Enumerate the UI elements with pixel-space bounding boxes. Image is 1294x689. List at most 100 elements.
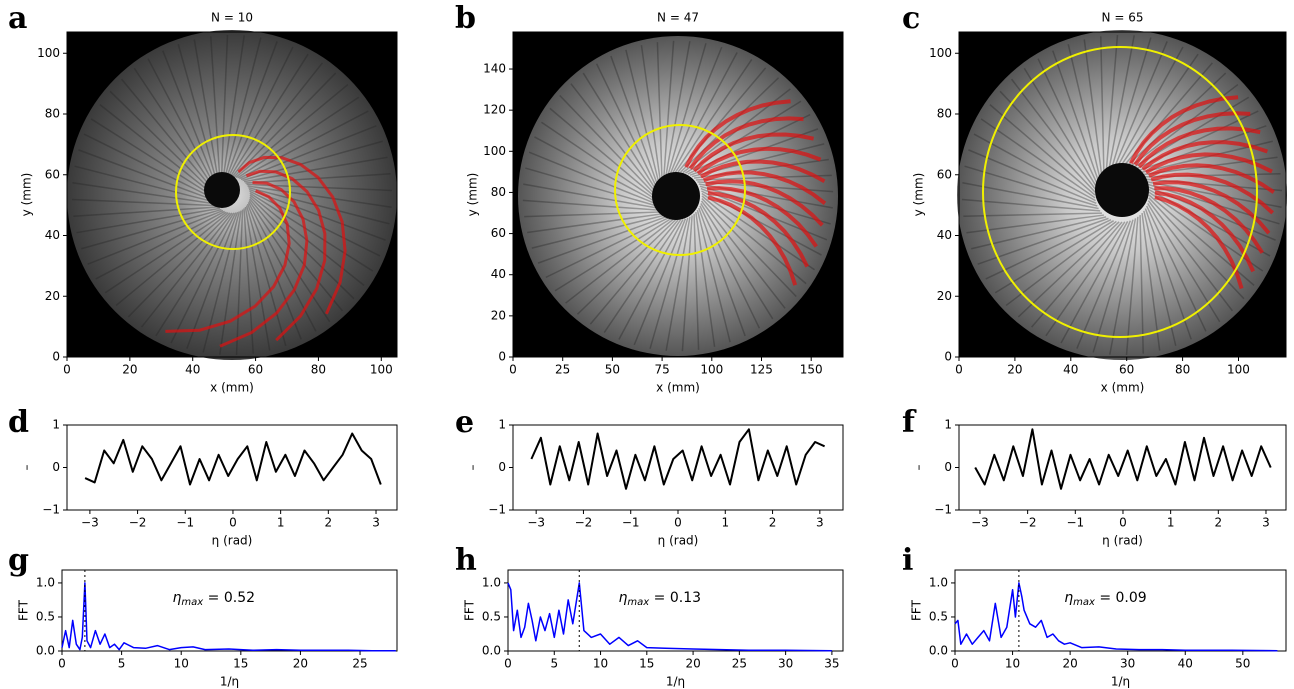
- x-tick-label: 60: [1119, 363, 1134, 377]
- annotation-symbol: η: [619, 590, 628, 606]
- y-tick-label: −1: [42, 503, 60, 517]
- wrinkle: [238, 110, 369, 180]
- panel-title: N = 47: [657, 11, 699, 25]
- y-axis-label: FFT: [463, 599, 477, 621]
- wrinkle: [667, 43, 707, 175]
- axes-frame: [512, 31, 844, 358]
- wrinkle: [1076, 220, 1132, 349]
- y-tick-label: 1.0: [929, 575, 948, 589]
- x-axis-label: 1/η: [666, 675, 685, 689]
- x-axis-label: 1/η: [220, 675, 239, 689]
- wrinkle: [625, 49, 660, 183]
- y-tick-label: 0: [498, 350, 506, 364]
- x-tick-label: 80: [311, 363, 326, 377]
- fit-circle: [982, 46, 1258, 338]
- wrinkle: [109, 90, 215, 194]
- wrinkle: [985, 218, 1112, 280]
- y-tick-label: 20: [491, 308, 506, 322]
- y-tick-label: −1: [488, 503, 506, 517]
- y-tick-label: 1: [944, 418, 952, 432]
- wrinkle: [249, 196, 355, 300]
- wrinkle: [534, 136, 655, 202]
- axes-frame: [954, 569, 1287, 652]
- x-tick-label: 25: [352, 657, 367, 671]
- x-tick-label: 0: [955, 363, 963, 377]
- x-tick-label: 1: [277, 516, 285, 530]
- wrinkle: [1105, 34, 1119, 174]
- tracked-wrinkle: [237, 155, 347, 315]
- x-axis-label: 1/η: [1111, 675, 1130, 689]
- wrinkle: [243, 156, 388, 183]
- panel-label: i: [902, 543, 913, 578]
- wrinkle: [133, 67, 216, 190]
- x-tick-label: 0: [674, 516, 682, 530]
- wrinkle: [220, 34, 229, 181]
- wrinkle: [193, 39, 220, 184]
- wrinkle: [595, 63, 657, 187]
- tracked-wrinkle: [692, 132, 814, 173]
- x-tick-label: 35: [824, 657, 839, 671]
- wrinkle: [141, 212, 233, 328]
- axes-frame: [61, 569, 398, 652]
- y-tick-label: 40: [45, 228, 60, 242]
- y-tick-label: 0: [944, 350, 952, 364]
- x-tick-label: 2: [1214, 516, 1222, 530]
- x-tick-label: 50: [605, 363, 620, 377]
- y-tick-label: −1: [934, 503, 952, 517]
- x-tick-label: 20: [293, 657, 308, 671]
- wrinkle: [1107, 35, 1135, 172]
- tracked-wrinkle: [1150, 172, 1275, 215]
- axes-frame: [66, 31, 398, 358]
- wrinkle: [1005, 220, 1117, 307]
- wrinkle: [961, 198, 1101, 212]
- wrinkle: [549, 107, 655, 197]
- axes-frame: [512, 424, 844, 511]
- wrinkle: [248, 186, 390, 225]
- tracked-wrinkle: [1154, 195, 1244, 290]
- x-tick-label: 10: [593, 657, 608, 671]
- wrinkle: [162, 50, 218, 187]
- wrinkle: [1141, 212, 1161, 351]
- x-axis-label: η (rad): [658, 534, 699, 548]
- tracked-wrinkle: [1129, 95, 1239, 165]
- y-tick-label: 140: [483, 62, 506, 76]
- y-tick-label: 80: [491, 185, 506, 199]
- wrinkle: [695, 174, 832, 181]
- wrinkle: [999, 90, 1096, 193]
- wrinkle: [219, 210, 242, 355]
- data-line: [84, 432, 382, 486]
- tracked-wrinkle: [699, 159, 826, 184]
- wrinkle: [968, 149, 1097, 205]
- wrinkle: [177, 44, 219, 185]
- panel-label: g: [8, 543, 29, 578]
- wrinkle: [245, 205, 287, 346]
- y-tick-label: 1.0: [36, 575, 55, 589]
- wrinkle: [147, 58, 217, 189]
- y-tick-label: 0.0: [36, 644, 55, 658]
- y-tick-label: 0: [52, 460, 60, 474]
- y-tick-label: 1: [498, 418, 506, 432]
- y-tick-label: 60: [491, 226, 506, 240]
- wrinkle: [696, 209, 731, 343]
- wrinkle: [244, 206, 271, 351]
- wrinkle: [640, 45, 661, 181]
- wrinkle: [83, 133, 215, 200]
- y-axis-label: –: [466, 465, 480, 471]
- y-tick-label: 100: [483, 144, 506, 158]
- y-tick-label: 0.5: [929, 609, 948, 623]
- tracked-wrinkle: [1141, 140, 1269, 171]
- wrinkle: [1067, 44, 1101, 180]
- y-tick-label: 1: [52, 418, 60, 432]
- wrinkle: [527, 213, 663, 234]
- wrinkle: [699, 205, 761, 329]
- x-tick-label: 100: [370, 363, 393, 377]
- wrinkle: [665, 41, 691, 176]
- x-tick-label: −3: [81, 516, 99, 530]
- x-tick-label: −1: [622, 516, 640, 530]
- wrinkle: [1045, 221, 1126, 337]
- wrinkle: [99, 104, 215, 196]
- wrinkle: [237, 96, 360, 179]
- x-tick-label: 20: [685, 657, 700, 671]
- annotation: ηmax = 0.52: [173, 590, 255, 608]
